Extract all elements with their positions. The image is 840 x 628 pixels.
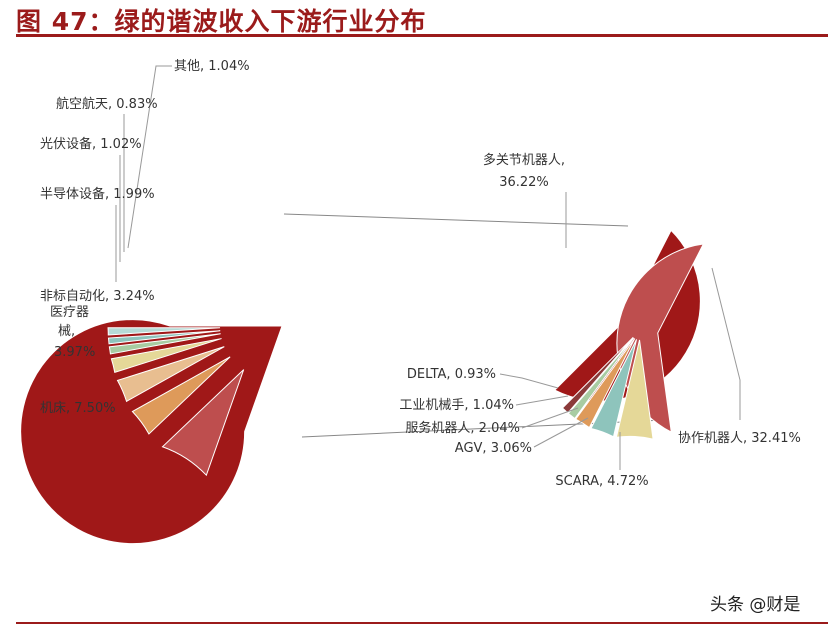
connector-line-top — [283, 213, 629, 227]
title-rule — [16, 34, 828, 37]
label-main-5: 光伏设备, 1.02% — [40, 136, 142, 152]
label-sec-3: AGV, 3.06% — [455, 441, 532, 456]
bottom-rule — [16, 622, 828, 624]
label-main-2c: 3.97% — [54, 345, 95, 360]
label-sec-4: 服务机器人, 2.04% — [405, 420, 520, 436]
secondary-slice-4 — [574, 338, 636, 429]
leader-sec-5 — [515, 395, 569, 406]
main-slice-5 — [108, 333, 221, 355]
main-slice-6 — [107, 330, 221, 345]
secondary-slice-3 — [590, 339, 638, 438]
secondary-slice-5 — [567, 337, 635, 420]
label-sec-5: 工业机械手, 1.04% — [399, 398, 514, 413]
main-slice-4 — [110, 338, 222, 374]
main-slice-2 — [131, 356, 231, 435]
label-main-7: 其他, 1.04% — [174, 59, 250, 74]
watermark: 头条 @财是 — [710, 595, 801, 615]
label-sec-6: DELTA, 0.93% — [407, 367, 496, 382]
label-main-2b: 械, — [58, 324, 75, 339]
label-sec-2: SCARA, 4.72% — [555, 474, 648, 489]
leader-sec-4 — [521, 407, 579, 429]
label-sec-0b: 36.22% — [499, 175, 549, 190]
main-slice-3 — [116, 346, 225, 403]
chart-title: 图 47：绿的谐波收入下游行业分布 — [16, 7, 427, 36]
label-main-0: 机器人, 80.42% — [285, 325, 382, 340]
main-slice-1 — [161, 369, 245, 477]
label-main-3: 非标自动化, 3.24% — [40, 289, 155, 304]
label-main-1: 机床, 7.50% — [40, 401, 116, 416]
leader-main-7 — [127, 65, 172, 249]
label-sec-1: 协作机器人, 32.41% — [678, 431, 801, 446]
label-main-6: 航空航天, 0.83% — [56, 96, 158, 112]
leader-sec-3 — [533, 417, 589, 448]
label-main-2a: 医疗器 — [50, 305, 89, 320]
leader-sec-1 — [711, 267, 741, 420]
secondary-slice-2 — [615, 339, 654, 440]
label-main-4: 半导体设备, 1.99% — [40, 186, 155, 202]
main-slice-7 — [107, 327, 221, 336]
label-sec-0a: 多关节机器人, — [483, 152, 565, 168]
secondary-slice-6 — [561, 336, 634, 414]
leader-sec-6 — [499, 373, 559, 389]
